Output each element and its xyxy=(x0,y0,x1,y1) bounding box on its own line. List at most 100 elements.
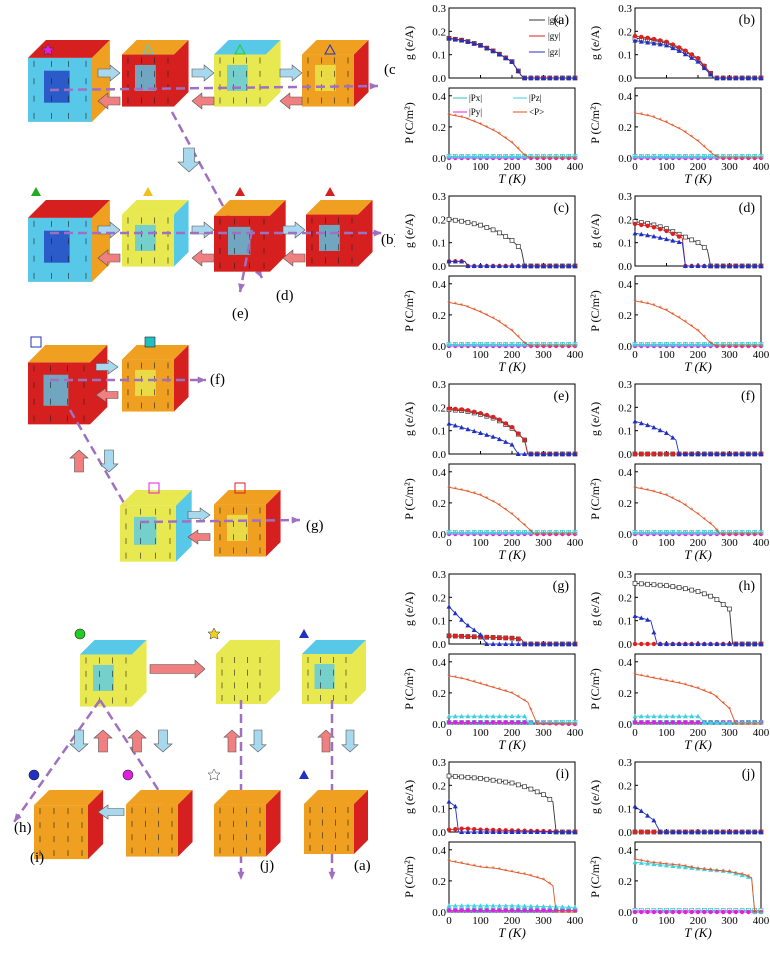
series-pz-marker xyxy=(459,153,465,159)
series-gz-marker xyxy=(714,451,720,456)
series-gz-marker xyxy=(572,829,578,834)
series-pavg-marker: * xyxy=(491,315,495,323)
series-pz-marker xyxy=(670,153,676,159)
series-pavg-marker: * xyxy=(529,155,533,163)
y-tick-label: 0.1 xyxy=(618,804,632,816)
series-gx-marker xyxy=(490,777,496,783)
series-pavg-marker: * xyxy=(447,484,451,492)
series-py-marker xyxy=(689,720,694,725)
series-pz-marker xyxy=(478,153,483,159)
series-gz-marker xyxy=(708,72,714,77)
series-gx-marker xyxy=(689,587,695,593)
series-gy-marker xyxy=(632,221,638,227)
marker-triangle xyxy=(299,629,309,638)
series-gz-marker xyxy=(553,75,559,80)
x-tick-label: 400 xyxy=(567,161,584,173)
series-gz-marker xyxy=(547,75,553,80)
y-axis-label-top: g (e/A) xyxy=(588,214,602,248)
domain-cube-5c xyxy=(302,640,366,704)
series-gx-marker xyxy=(484,225,490,230)
series-pz-marker xyxy=(471,341,477,347)
chart-panel: 0.0 0.1 0.2 0.3 0.0 0.2 0.4 0 100 200 300 400 T (K) g… xyxy=(402,757,584,940)
marker-star xyxy=(207,768,221,781)
y-tick-label: 0.0 xyxy=(618,907,632,919)
series-gz-marker xyxy=(496,51,502,57)
series-gz-marker xyxy=(727,263,732,268)
series-gz-marker xyxy=(528,829,534,834)
series-pz-marker xyxy=(541,719,546,725)
series-pavg-marker: * xyxy=(517,694,521,702)
series-pavg-marker: * xyxy=(677,862,681,870)
series-py-marker xyxy=(566,908,571,913)
series-pz-marker xyxy=(534,903,540,909)
flow-path-c-head xyxy=(369,82,378,90)
legend-entry: |Py| xyxy=(469,107,482,117)
series-py-marker xyxy=(484,720,489,725)
series-gy-marker xyxy=(658,226,663,232)
series-pz-marker xyxy=(745,719,751,725)
series-gz-marker xyxy=(645,232,651,238)
series-pz-marker xyxy=(651,529,657,535)
series-gz-marker xyxy=(682,51,688,57)
series-gz-marker xyxy=(559,451,565,456)
series-gz-marker xyxy=(708,829,714,834)
transition-arrow xyxy=(95,387,119,403)
series-gy-marker xyxy=(676,234,682,239)
legend-entry: |gy| xyxy=(548,31,561,41)
x-tick-label: 100 xyxy=(472,161,489,173)
transition-arrow xyxy=(153,729,173,753)
series-gy-marker xyxy=(465,408,471,413)
x-tick-label: 200 xyxy=(504,349,521,361)
series-gy-marker xyxy=(459,407,464,412)
series-pavg-marker: * xyxy=(753,343,757,351)
series-pz-marker xyxy=(689,341,695,347)
series-pz-marker xyxy=(509,153,515,159)
series-gy-marker xyxy=(645,35,650,41)
series-gz-marker xyxy=(465,39,471,44)
series-pz-marker xyxy=(632,859,638,865)
series-pz-marker xyxy=(559,341,565,347)
domain-diagram-svg: (c) (b) (e) (d) (f) (g) (h) (i) (j) (a) xyxy=(12,40,401,880)
y-tick-label: 0.2 xyxy=(618,780,632,792)
marker-triangle xyxy=(299,770,309,779)
transition-arrow xyxy=(97,92,121,110)
series-py-marker xyxy=(453,908,458,913)
series-gx-marker xyxy=(465,220,471,225)
series-py-marker xyxy=(676,909,682,915)
series-gz-marker xyxy=(714,75,720,80)
flow-path-e xyxy=(238,229,254,293)
series-pz-marker xyxy=(509,529,515,535)
x-axis-label: T (K) xyxy=(684,925,712,940)
series-pavg-marker: * xyxy=(561,155,565,163)
series-pavg-marker: * xyxy=(567,531,571,539)
series-gy-marker xyxy=(639,451,644,457)
series-py-marker xyxy=(733,909,738,915)
y-tick-label: 0.2 xyxy=(432,26,446,38)
series-pavg-marker: * xyxy=(485,312,489,320)
series-gz-marker xyxy=(676,641,682,646)
series-gz-marker xyxy=(471,263,477,268)
series-py-marker xyxy=(689,909,694,915)
y-tick-label: 0.2 xyxy=(618,498,632,510)
series-gz-marker xyxy=(720,75,726,80)
series-pavg-marker: * xyxy=(640,486,644,494)
series-pz-marker xyxy=(541,904,546,909)
series-pavg-marker: * xyxy=(696,511,700,519)
series-pz-marker xyxy=(682,864,688,870)
series-pavg-marker: * xyxy=(472,863,476,871)
series-pz-marker xyxy=(452,529,458,535)
transition-arrow xyxy=(69,449,89,473)
series-gz-marker xyxy=(676,239,682,244)
series-pz-marker xyxy=(478,341,483,347)
series-pavg-line xyxy=(448,675,575,725)
y-tick-label: 0.4 xyxy=(432,279,446,291)
series-gz-marker xyxy=(547,263,553,268)
series-gz-marker xyxy=(727,829,732,834)
series-pz-marker xyxy=(496,903,502,908)
cube-front-pattern xyxy=(134,516,157,545)
diagram-label: (h) xyxy=(14,820,32,836)
series-pavg-marker: * xyxy=(523,871,527,879)
series-pz-marker xyxy=(446,903,452,908)
x-tick-label: 300 xyxy=(721,537,738,549)
series-pz-marker xyxy=(528,529,534,535)
